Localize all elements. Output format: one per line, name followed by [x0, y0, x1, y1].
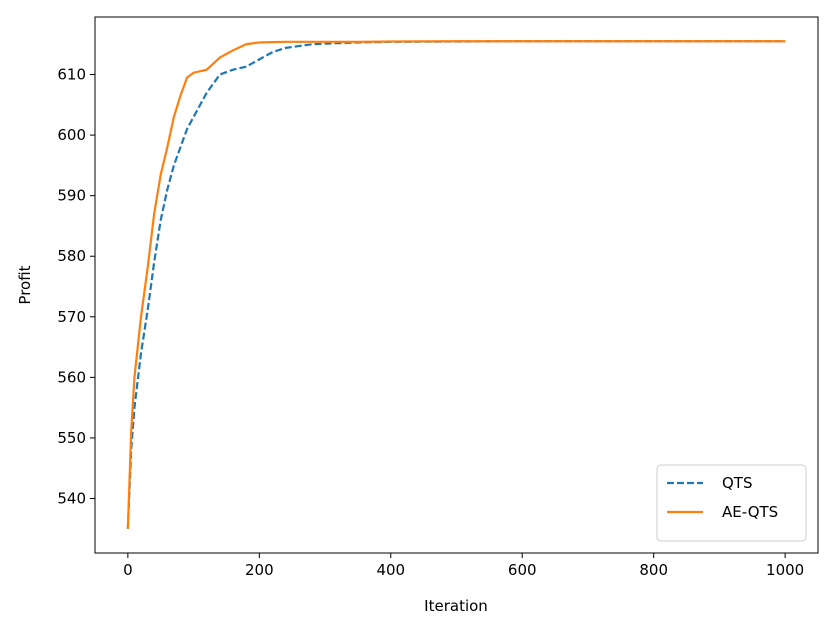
- x-tick-label: 0: [123, 561, 133, 579]
- plot-frame: [94, 16, 819, 554]
- x-axis-label: Iteration: [424, 597, 488, 615]
- y-tick-label: 570: [57, 308, 86, 326]
- legend-label: QTS: [722, 474, 753, 492]
- y-axis-label: Profit: [16, 265, 34, 304]
- y-tick-label: 600: [57, 126, 86, 144]
- x-tick-label: 200: [245, 561, 274, 579]
- y-tick-label: 550: [57, 429, 86, 447]
- y-tick-label: 560: [57, 368, 86, 386]
- x-tick-label: 1000: [766, 561, 804, 579]
- legend: QTS AE-QTS: [656, 464, 807, 542]
- x-tick-label: 800: [639, 561, 668, 579]
- y-tick-label: 590: [57, 187, 86, 205]
- line: [126, 40, 786, 529]
- legend-label: AE-QTS: [722, 503, 778, 521]
- line: [126, 40, 786, 529]
- x-tick-label: 600: [508, 561, 537, 579]
- y-tick-label: 580: [57, 247, 86, 265]
- legend-box: [656, 464, 807, 542]
- y-tick-label: 540: [57, 489, 86, 507]
- x-tick-label: 400: [376, 561, 405, 579]
- y-tick-label: 610: [57, 66, 86, 84]
